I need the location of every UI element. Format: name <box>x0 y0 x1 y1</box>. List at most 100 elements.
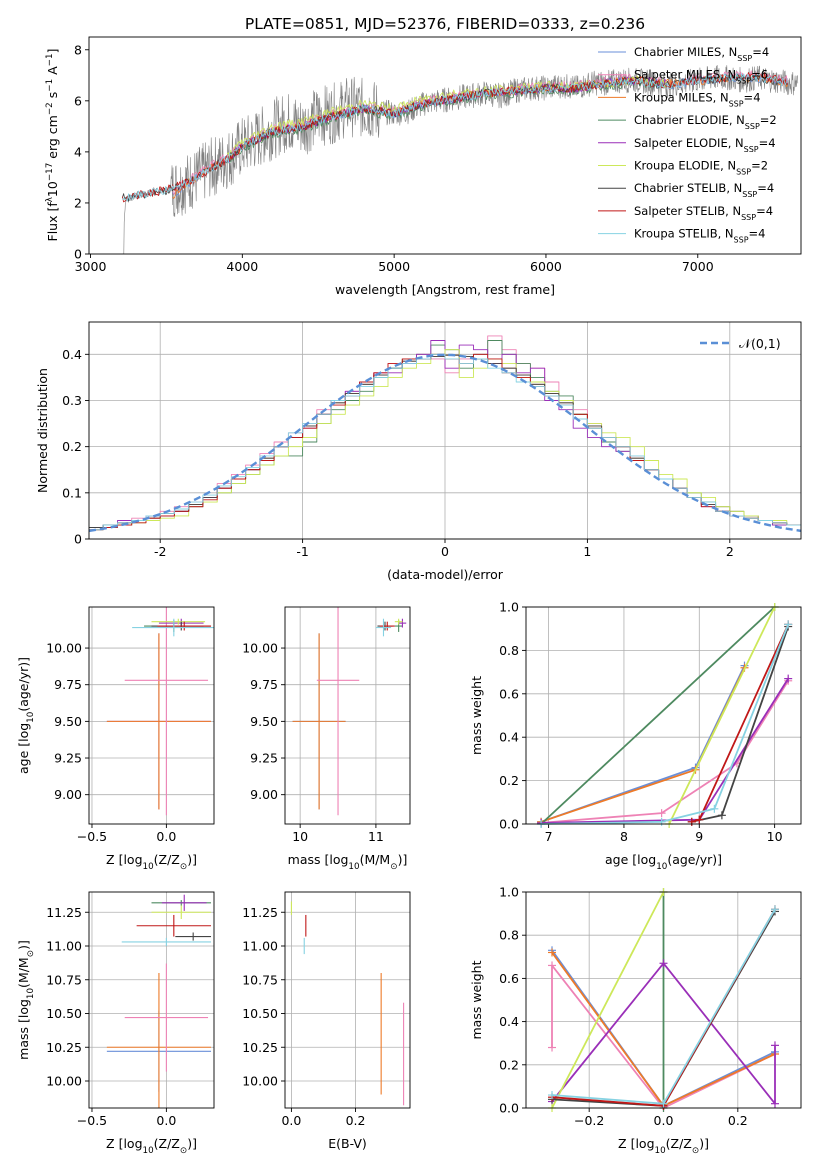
legend-subscript: SSP <box>736 167 751 176</box>
x-tick-label: −0.5 <box>77 829 107 844</box>
legend-subscript: SSP <box>734 235 749 244</box>
legend-label: Chabrier STELIB, NSSP=4 <box>634 181 774 199</box>
legend-n-prefix: , N <box>729 113 745 127</box>
error-bar-point <box>398 618 407 628</box>
x-axis-label: E(B-V) <box>328 1136 367 1151</box>
error-bar-point <box>132 618 214 637</box>
label-part: )] <box>398 852 408 867</box>
legend-equals: = <box>749 227 759 241</box>
series-marker <box>710 804 719 813</box>
label-part: ⊙ <box>180 862 187 872</box>
legend-subscript: SSP <box>729 99 744 108</box>
x-tick-label: -1 <box>296 544 308 559</box>
label-part: λ <box>45 197 55 202</box>
label-part: mass [log <box>16 999 31 1060</box>
legend-nssp-value: 2 <box>761 159 768 173</box>
x-tick-label: 2 <box>726 544 734 559</box>
axes-frame <box>284 606 411 825</box>
histogram-step <box>89 353 801 531</box>
x-tick-label: 7 <box>545 829 553 844</box>
axes-frame <box>88 321 802 540</box>
model-spectrum-line <box>122 73 788 202</box>
x-axis-label: mass [log10(M/M⊙)] <box>288 852 408 872</box>
legend-label: Salpeter MILES, NSSP=6 <box>634 68 768 86</box>
series-marker <box>548 1091 557 1100</box>
legend-n-prefix: , N <box>728 136 744 150</box>
series-marker <box>657 817 666 826</box>
y-tick-label: 0.4 <box>62 347 82 362</box>
legend-nssp-value: 2 <box>769 113 776 127</box>
y-tick-label: 0.6 <box>499 686 519 701</box>
mass-vs-EBV-panel: 0.0 0.2 10.00 10.25 10.50 10.75 11.00 11.25 E(B-… <box>242 891 411 1151</box>
label-part: )] <box>699 1136 709 1151</box>
legend-equals: = <box>757 181 767 195</box>
legend-series-name: Salpeter ELODIE <box>634 136 728 150</box>
x-tick-label: 0.2 <box>728 1113 748 1128</box>
y-axis-label: mass weight <box>469 676 484 755</box>
legend-subscript: SSP <box>741 212 756 221</box>
y-tick-label: 9.50 <box>250 714 278 729</box>
y-tick-label: 10.75 <box>46 972 82 987</box>
y-tick-label: 0.8 <box>499 928 519 943</box>
series-marker <box>717 811 726 820</box>
axes-frame <box>88 606 215 825</box>
age-vs-Z-plot-area <box>106 607 214 816</box>
label-part: (age/yr)] <box>16 657 31 712</box>
label-part: erg cm <box>45 115 60 163</box>
legend-series-name: Salpeter STELIB <box>634 204 725 218</box>
x-tick-label: 0.2 <box>346 1113 366 1128</box>
legend-label: Salpeter STELIB, NSSP=4 <box>634 204 773 222</box>
y-tick-label: 0 <box>74 247 82 262</box>
x-tick-label: −0.5 <box>77 1113 107 1128</box>
legend-n-prefix: , N <box>718 227 734 241</box>
error-bar-point <box>124 963 209 1072</box>
legend-nssp-value: 4 <box>762 45 769 59</box>
mass-vs-Z-panel: −0.5 0.0 10.00 10.25 10.50 10.75 11.00 11.25 Z [… <box>16 891 215 1156</box>
label-part: 10 <box>348 862 359 872</box>
x-tick-label: 6000 <box>530 259 562 274</box>
series-marker <box>548 948 557 957</box>
model-spectrum-line <box>226 78 667 164</box>
legend-series-name: Kroupa STELIB <box>634 227 718 241</box>
legend-n-prefix: , N <box>720 159 736 173</box>
label-part: A <box>45 66 60 79</box>
y-tick-label: 9.25 <box>250 751 278 766</box>
series-line <box>551 891 665 1109</box>
y-tick-label: 11.00 <box>46 939 82 954</box>
y-tick-label: 8 <box>74 42 82 57</box>
legend-subscript: SSP <box>742 190 757 199</box>
y-tick-label: 0.6 <box>499 971 519 986</box>
y-tick-label: 0.3 <box>62 393 82 408</box>
legend-label: Chabrier MILES, NSSP=4 <box>634 45 769 63</box>
error-bar-point <box>292 633 346 810</box>
x-axis-label: (data-model)/error <box>387 567 504 582</box>
series-line <box>551 962 776 1105</box>
legend-series-name: Kroupa ELODIE <box>634 159 720 173</box>
label-part: 10 <box>26 712 36 723</box>
y-tick-label: 11.25 <box>242 905 278 920</box>
legend-nssp-value: 4 <box>767 181 774 195</box>
x-tick-label: 7000 <box>682 259 714 274</box>
legend-series-name: Chabrier MILES <box>634 45 721 59</box>
x-tick-label: 4000 <box>226 259 258 274</box>
y-tick-label: 11.00 <box>242 939 278 954</box>
label-part: (M/M <box>16 957 31 988</box>
y-tick-label: 0.4 <box>499 1014 519 1029</box>
x-tick-label: -2 <box>154 544 166 559</box>
y-axis-label: mass weight <box>469 960 484 1039</box>
x-tick-label: 8 <box>620 829 628 844</box>
axes-frame <box>525 891 802 1109</box>
y-tick-label: 0.4 <box>499 730 519 745</box>
x-axis-label: Z [log10(Z/Z⊙)] <box>106 852 197 872</box>
legend-series-name: Chabrier STELIB <box>634 181 726 195</box>
series-marker <box>548 1043 557 1052</box>
error-bar-point <box>379 621 395 631</box>
label-part: (M/M <box>360 852 391 867</box>
series-line <box>668 606 776 825</box>
legend-n-prefix: , N <box>720 68 736 82</box>
label-part: ⊙ <box>692 1146 699 1156</box>
y-axis-label: Flux [fλ10−17 erg cm−2 s−1 A−1] <box>45 49 60 242</box>
label-part: 10 <box>655 1146 666 1156</box>
